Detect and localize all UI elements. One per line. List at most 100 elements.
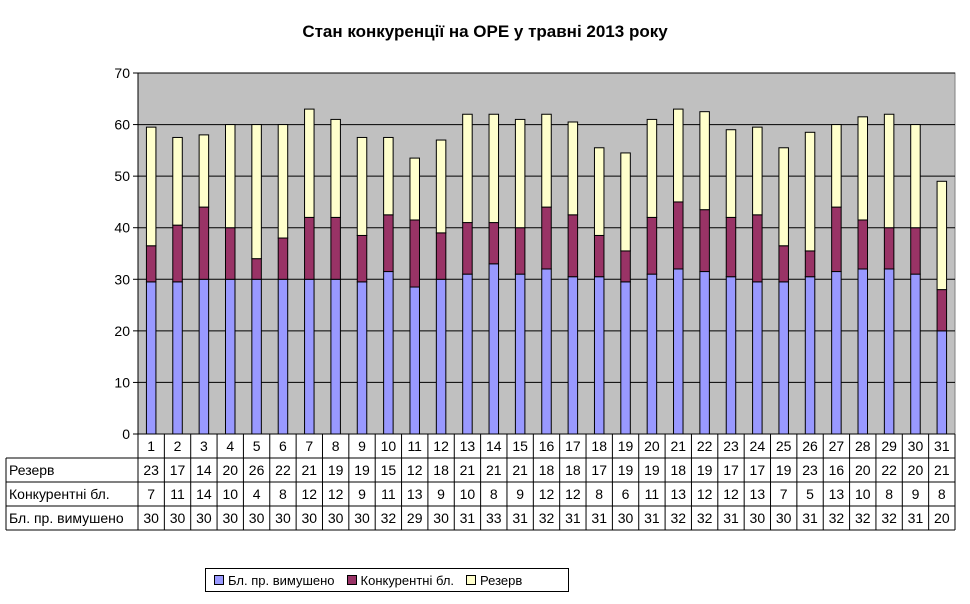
table-row-label: Резерв	[9, 462, 54, 478]
table-cell: 5	[806, 486, 814, 502]
bar-segment-competitive	[620, 250, 631, 283]
table-cell: 20	[908, 462, 924, 478]
table-cell: 7	[147, 486, 155, 502]
table-cell: 32	[697, 510, 713, 526]
bar-segment-forced	[514, 273, 526, 435]
bar-segment-competitive	[172, 224, 183, 283]
bar-segment-forced	[752, 281, 763, 435]
bar-segment-forced	[198, 278, 210, 435]
table-cell: 29	[407, 510, 423, 526]
bar-segment-forced	[804, 276, 816, 435]
table-cell: 12	[697, 486, 713, 502]
table-cell: 21	[302, 462, 318, 478]
table-row-label: Конкурентні бл.	[9, 486, 110, 502]
bar-segment-forced	[593, 276, 605, 435]
table-cell: 13	[829, 486, 845, 502]
table-row-label: Бл. пр. вимушено	[9, 510, 124, 526]
bar-segment-reserve	[409, 157, 420, 221]
bar-segment-forced	[435, 278, 447, 435]
table-cell: 23	[802, 462, 818, 478]
y-tick-label: 0	[122, 426, 130, 442]
table-cell: 11	[381, 486, 396, 502]
table-cell: 19	[776, 462, 792, 478]
bar-segment-reserve	[936, 180, 948, 291]
table-cell: 30	[170, 510, 186, 526]
bar-segment-competitive	[936, 289, 948, 332]
x-category-label: 3	[200, 438, 208, 454]
bar-segment-reserve	[277, 124, 289, 239]
bar-segment-competitive	[488, 222, 500, 265]
table-cell: 26	[249, 462, 265, 478]
legend-label: Бл. пр. вимушено	[228, 572, 335, 588]
x-category-label: 16	[539, 438, 555, 454]
table-cell: 9	[516, 486, 524, 502]
bar-segment-reserve	[462, 113, 473, 224]
table-cell: 12	[302, 486, 318, 502]
table-cell: 21	[934, 462, 950, 478]
legend-swatch	[214, 575, 224, 585]
table-cell: 11	[170, 486, 185, 502]
bar-segment-reserve	[593, 147, 605, 236]
bar-segment-competitive	[145, 245, 157, 283]
table-cell: 31	[802, 510, 818, 526]
x-category-label: 8	[332, 438, 340, 454]
bar-segment-reserve	[857, 116, 869, 221]
bar-segment-competitive	[462, 222, 473, 275]
legend-item: Конкурентні бл.	[346, 573, 454, 588]
legend-swatch	[346, 575, 357, 585]
table-cell: 19	[618, 462, 634, 478]
table-cell: 31	[512, 510, 528, 526]
y-tick-label: 30	[114, 271, 130, 287]
x-category-label: 28	[855, 438, 871, 454]
bar-segment-reserve	[172, 136, 183, 226]
bar-segment-competitive	[831, 206, 842, 273]
bar-segment-reserve	[251, 124, 262, 260]
table-cell: 23	[143, 462, 159, 478]
table-cell: 12	[565, 486, 581, 502]
table-cell: 31	[565, 510, 581, 526]
bar-segment-reserve	[383, 136, 394, 216]
bar-segment-forced	[224, 278, 236, 435]
table-cell: 31	[591, 510, 607, 526]
bar-segment-forced	[620, 281, 631, 435]
bar-segment-reserve	[356, 136, 368, 236]
x-category-label: 4	[226, 438, 234, 454]
bar-segment-reserve	[198, 134, 210, 208]
table-cell: 30	[249, 510, 265, 526]
table-cell: 8	[490, 486, 498, 502]
table-cell: 19	[697, 462, 713, 478]
bar-segment-reserve	[224, 124, 236, 229]
table-cell: 18	[539, 462, 555, 478]
y-tick-label: 70	[114, 65, 130, 81]
table-cell: 32	[829, 510, 845, 526]
bar-segment-competitive	[857, 219, 869, 270]
x-category-label: 6	[279, 438, 287, 454]
bar-segment-forced	[488, 263, 500, 435]
bar-segment-reserve	[330, 118, 341, 218]
table-cell: 32	[881, 510, 897, 526]
bar-segment-competitive	[330, 216, 341, 280]
bar-segment-forced	[831, 271, 842, 435]
bar-segment-reserve	[831, 124, 842, 208]
x-category-label: 27	[829, 438, 845, 454]
table-cell: 31	[644, 510, 660, 526]
bar-segment-reserve	[752, 126, 763, 216]
table-cell: 12	[407, 462, 423, 478]
bar-segment-reserve	[778, 147, 789, 247]
table-cell: 13	[750, 486, 766, 502]
table-cell: 20	[222, 462, 238, 478]
bar-segment-competitive	[567, 214, 579, 278]
bar-segment-competitive	[409, 219, 420, 288]
table-cell: 15	[381, 462, 397, 478]
bar-segment-forced	[673, 268, 684, 435]
table-cell: 18	[433, 462, 449, 478]
table-cell: 32	[855, 510, 871, 526]
bar-segment-competitive	[593, 234, 605, 278]
table-cell: 13	[670, 486, 686, 502]
table-cell: 30	[302, 510, 318, 526]
y-tick-label: 50	[114, 168, 130, 184]
bar-segment-reserve	[725, 129, 737, 218]
table-cell: 32	[539, 510, 555, 526]
x-category-label: 2	[174, 438, 182, 454]
